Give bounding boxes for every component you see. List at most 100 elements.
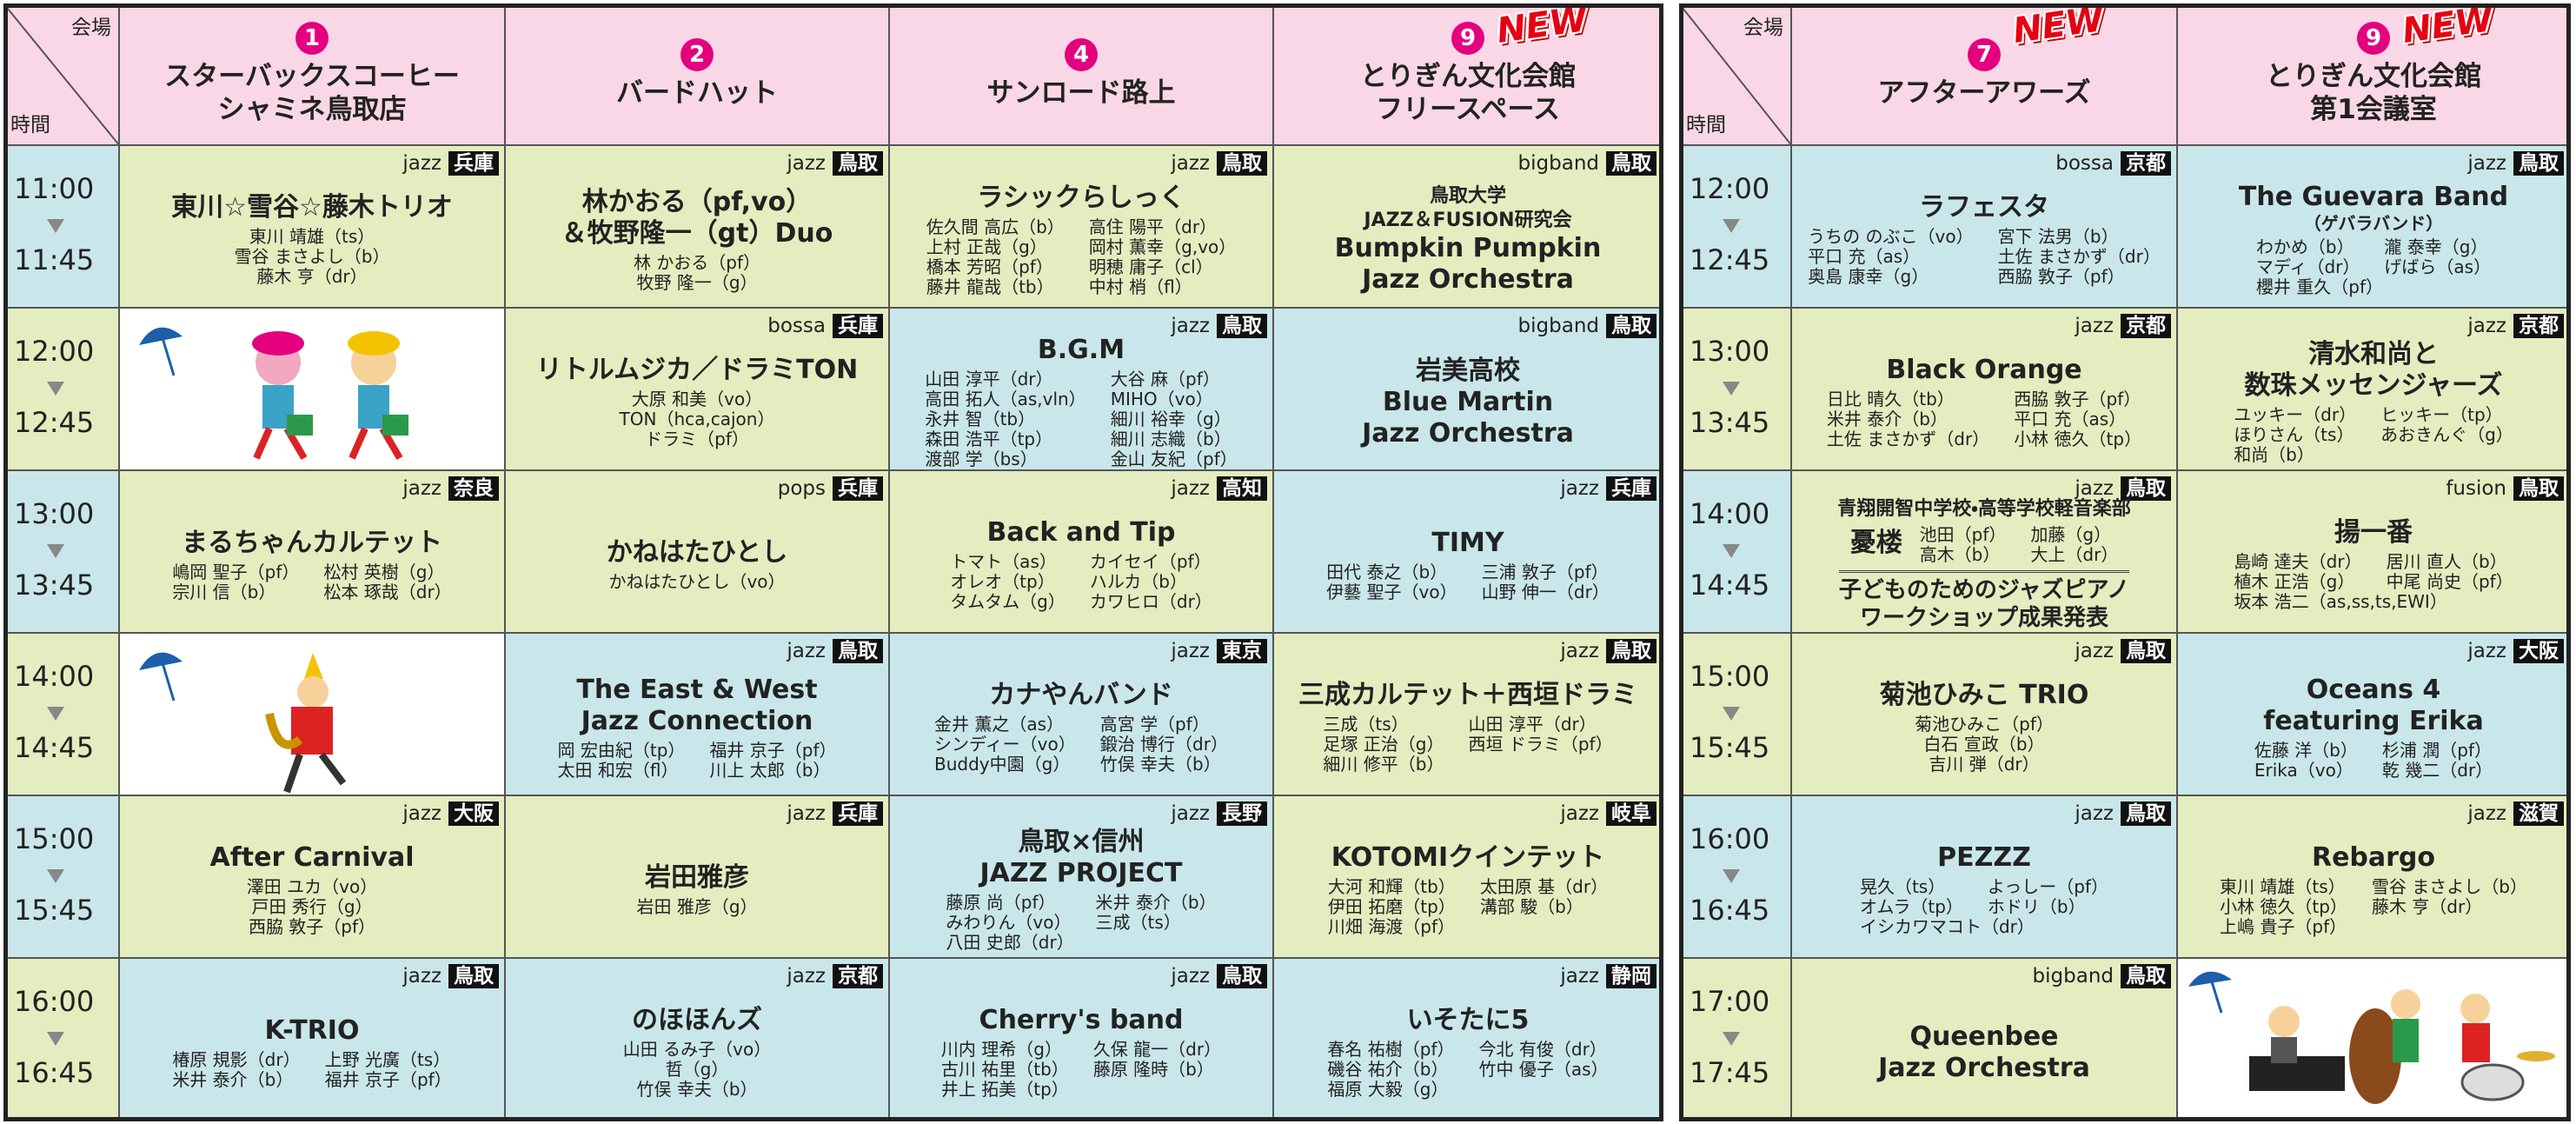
cell-content: リトルムジカ／ドラミTON 大原 和美（vo） TON（hca,cajon） ドラミ（… bbox=[506, 338, 888, 466]
venue-number: 9 bbox=[2357, 22, 2390, 55]
genre-tag: jazz 滋賀 bbox=[2467, 801, 2564, 826]
genre-tag: jazz 兵庫 bbox=[402, 151, 499, 176]
band-name: B.G.M bbox=[1037, 335, 1125, 365]
genre: jazz bbox=[402, 152, 442, 175]
prefecture-badge: 鳥取 bbox=[1606, 639, 1656, 663]
genre: fusion bbox=[2446, 477, 2506, 500]
band-subname: （ゲバラバンド） bbox=[2303, 213, 2444, 234]
member-list: 日比 晴久（tb） 西脇 敦子（pf） 米井 泰介（b） 平口 充（as） 土佐 まさか… bbox=[1827, 389, 2141, 449]
member: 米井 泰介（b） bbox=[1826, 409, 1948, 429]
prefecture-badge: 鳥取 bbox=[2513, 476, 2564, 501]
member: うちの のぶこ（vo） bbox=[1808, 226, 1974, 247]
band-name: Jazz Orchestra bbox=[1878, 1052, 2090, 1083]
genre: jazz bbox=[2467, 802, 2506, 825]
member: 高木（b） bbox=[1919, 544, 2001, 565]
genre-tag: jazz 大阪 bbox=[402, 801, 499, 826]
genre-tag: jazz 静岡 bbox=[1560, 964, 1656, 988]
member: 奥島 康幸（g） bbox=[1808, 266, 1929, 287]
cell-content: 鳥取大学 JAZZ＆FUSION研究会 Bumpkin Pumpkin Jazz Or… bbox=[1274, 176, 1662, 303]
venue-header: 7 アフターアワーズ NEW bbox=[1792, 3, 2178, 146]
group-name: 青翔開智中学校・高等学校軽音楽部 bbox=[1837, 498, 2131, 520]
member: 中尾 尚史（pf） bbox=[2386, 571, 2513, 592]
cell-content: かねはたひとし かねはたひとし（vo） bbox=[506, 501, 888, 629]
start-time: 15:00 bbox=[1690, 660, 1770, 693]
genre: jazz bbox=[787, 640, 826, 662]
member: わかめ（b） bbox=[2255, 236, 2354, 257]
member: 雪谷 まさよし（b） bbox=[2371, 876, 2527, 897]
member: カイセイ（pf） bbox=[1089, 551, 1212, 572]
genre: jazz bbox=[1171, 802, 1210, 825]
genre-tag: bigband 鳥取 bbox=[1518, 151, 1656, 176]
genre-tag: jazz 鳥取 bbox=[1171, 151, 1267, 176]
start-time: 16:00 bbox=[14, 985, 95, 1018]
genre-tag: jazz 鳥取 bbox=[1171, 964, 1267, 988]
member: 瀧 泰幸（g） bbox=[2384, 236, 2488, 257]
genre-tag: jazz 鳥取 bbox=[1171, 314, 1267, 338]
cell-content: Rebargo 東川 靖雄（ts） 雪谷 まさよし（b） 小林 徳久（tp） 藤木 亨（… bbox=[2178, 826, 2569, 954]
member-list: 菊池ひみこ（pf） 白石 宣政（b） 吉川 弾（dr） bbox=[1915, 715, 2054, 775]
band-name: 林かおる（pf,vo） bbox=[581, 186, 813, 217]
member: 足塚 正治（g） bbox=[1323, 734, 1444, 755]
time-arrow bbox=[1723, 707, 1740, 721]
time-cell: 14:00 14:45 bbox=[3, 634, 120, 796]
band-name: 岩美高校 bbox=[1416, 355, 1520, 386]
venue-name: サンロード路上 bbox=[986, 77, 1176, 109]
member: 竹中 優子（as） bbox=[1478, 1059, 1609, 1080]
member: 高田 拓人（as,vln） bbox=[925, 389, 1086, 409]
venue-header: 4 サンロード路上 bbox=[890, 3, 1274, 146]
band-name: PEZZZ bbox=[1937, 842, 2031, 873]
genre-tag: jazz 長野 bbox=[1171, 801, 1267, 826]
genre-tag: jazz 東京 bbox=[1171, 639, 1267, 663]
end-time: 14:45 bbox=[1690, 569, 1770, 602]
member: 土佐 まさかず（dr） bbox=[1997, 246, 2161, 267]
band-name: Jazz Connection bbox=[581, 705, 813, 736]
member: 椿原 規影（dr） bbox=[172, 1048, 301, 1070]
member: 西脇 敦子（pf） bbox=[1997, 266, 2125, 287]
prefecture-badge: 兵庫 bbox=[448, 151, 499, 176]
member: 植木 正浩（g） bbox=[2234, 571, 2355, 592]
member-list: ユッキー（dr） ヒッキー（tp） ほりさん（ts） あおきんぐ（g） 和尚（b） bbox=[2234, 405, 2513, 465]
member: Buddy中園（g） bbox=[934, 754, 1071, 775]
performance-cell: bossa 京都 ラフェスタ うちの のぶこ（vo） 宮下 法男（b） 平口 充（as） 土… bbox=[1792, 146, 2178, 309]
member: Erika（vo） bbox=[2254, 759, 2354, 781]
member: 東川 靖雄（ts） bbox=[2220, 876, 2346, 897]
member: 加藤（g） bbox=[2030, 524, 2112, 545]
member: 大原 和美（vo） bbox=[631, 389, 763, 409]
time-cell: 15:00 15:45 bbox=[1679, 634, 1792, 796]
member: 森田 浩平（tp） bbox=[925, 429, 1053, 449]
corner-cell: 会場 時間 bbox=[1679, 3, 1792, 146]
prefecture-badge: 鳥取 bbox=[1217, 314, 1267, 338]
band-name: 鳥取×信州 bbox=[1018, 827, 1145, 857]
member-list: 晃久（ts） よっしー（pf） オムラ（tp） ホドリ（b） イシカワマコト（dr） bbox=[1860, 877, 2108, 937]
illustration-saxophonist bbox=[139, 652, 347, 794]
member: 小林 徳久（tp） bbox=[2014, 429, 2142, 449]
genre: jazz bbox=[1560, 965, 1599, 988]
member: 吉川 弾（dr） bbox=[1929, 754, 2040, 775]
start-time: 17:00 bbox=[1690, 985, 1770, 1018]
member-list: 春名 祐樹（pf） 今北 有俊（dr） 磯谷 祐介（b） 竹中 優子（as） 福原 大毅… bbox=[1327, 1040, 1608, 1100]
time-arrow bbox=[47, 869, 64, 883]
member: 井上 拓美（tp） bbox=[940, 1079, 1069, 1100]
prefecture-badge: 鳥取 bbox=[1217, 151, 1267, 176]
band-name: The East & West bbox=[576, 674, 818, 705]
band-name: Rebargo bbox=[2311, 842, 2436, 873]
cell-content: B.G.M 山田 淳平（dr） 大谷 麻（pf） 高田 拓人（as,vln） MIHO（… bbox=[890, 335, 1272, 469]
time-cell: 16:00 16:45 bbox=[1679, 796, 1792, 959]
performance-cell: bigband 鳥取 岩美高校 Blue Martin Jazz Orchestra bbox=[1274, 309, 1663, 471]
member: ヒッキー（tp） bbox=[2380, 404, 2503, 425]
member: 竹俣 幸夫（b） bbox=[1099, 754, 1221, 775]
cell-content: KOTOMIクインテット 大河 和輝（tb） 太田原 基（dr） 伊田 拓磨（tp） 溝… bbox=[1274, 826, 1662, 954]
member-list: 大原 和美（vo） TON（hca,cajon） ドラミ（pf） bbox=[620, 389, 775, 449]
time-cell: 12:00 12:45 bbox=[3, 309, 120, 471]
member: 西脇 敦子（pf） bbox=[248, 916, 376, 937]
performance-cell: jazz 兵庫 東川☆雪谷☆藤木トリオ 東川 靖雄（ts） 雪谷 まさよし（b） 藤木 亨… bbox=[120, 146, 506, 309]
member: マディ（dr） bbox=[2255, 256, 2360, 277]
performance-cell: jazz 鳥取 PEZZZ 晃久（ts） よっしー（pf） オムラ（tp） ホドリ（b） イシ… bbox=[1792, 796, 2178, 959]
genre: jazz bbox=[402, 802, 442, 825]
member-list: 岩田 雅彦（g） bbox=[636, 897, 757, 917]
member: 川上 太郎（b） bbox=[709, 759, 831, 781]
member-list: トマト（as） カイセイ（pf） オレオ（tp） ハルカ（b） タムタム（g） カワヒロ（… bbox=[950, 552, 1212, 612]
genre: bigband bbox=[2032, 965, 2114, 988]
member: カワヒロ（dr） bbox=[1089, 591, 1212, 612]
band-line: 憂楼 池田（pf） 加藤（g） 高木（b） 大上（dr） bbox=[1850, 522, 2119, 565]
